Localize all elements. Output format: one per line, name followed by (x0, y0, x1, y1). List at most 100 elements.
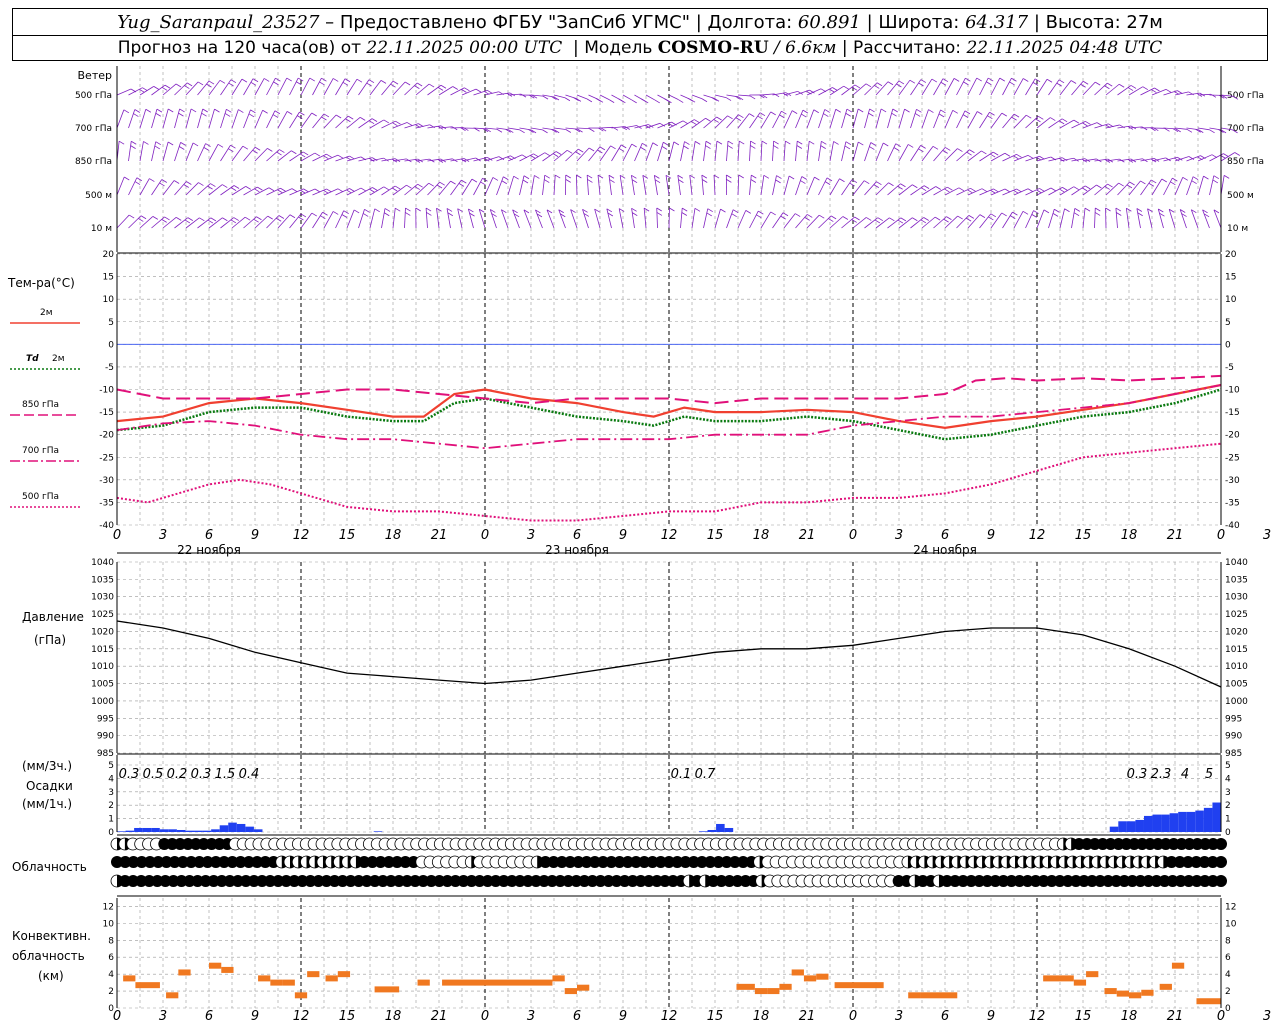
wind-barb-shaft (783, 175, 790, 196)
wind-barb-shaft (116, 176, 125, 196)
y-tick-left: 0 (108, 340, 114, 350)
wind-barb-shaft (1220, 127, 1233, 131)
wind-barb-feather (360, 117, 366, 121)
x-tick-label: 0 (1217, 528, 1225, 543)
wind-barb-feather (785, 140, 791, 145)
wind-barb-feather (677, 174, 684, 179)
wind-barb-shaft (599, 126, 613, 129)
wind-barb-feather (1177, 156, 1183, 161)
wind-barb-shaft (300, 152, 316, 162)
wind-barb-feather (437, 87, 444, 91)
wind-barb-shaft (622, 143, 633, 162)
wind-barb-shaft (668, 94, 679, 100)
wind-barb-feather (222, 184, 228, 188)
wind-barb-feather (452, 86, 458, 90)
precip-total-label: 5 (1205, 767, 1213, 782)
wind-barb-feather (606, 208, 613, 213)
wind-barb-shaft (1163, 177, 1173, 196)
wind-barb-shaft (450, 87, 465, 96)
cloud-full-icon (638, 856, 651, 868)
convective-bar (1116, 990, 1129, 997)
wind-barb-shaft (783, 141, 786, 162)
wind-barb-feather (289, 214, 296, 219)
wind-barb-feather (761, 94, 768, 99)
wind-barb-feather (286, 77, 292, 82)
convective-bar (417, 979, 430, 986)
wind-barb-feather (482, 177, 488, 182)
wind-barb-feather (1179, 209, 1186, 213)
wind-barb-feather (383, 119, 390, 124)
wind-barb-feather (914, 113, 921, 117)
wind-barb-feather (392, 80, 399, 85)
y-tick-right: 1030 (1225, 593, 1248, 603)
wind-barb-feather (1032, 82, 1039, 86)
wind-barb-shaft (415, 158, 430, 162)
y-tick-right: 15 (1225, 273, 1236, 283)
wind-barb-feather (678, 179, 684, 183)
wind-barb-shaft (197, 183, 211, 196)
wind-barb-feather (1141, 126, 1148, 131)
wind-barb-shaft (231, 216, 246, 229)
wind-barb-feather (299, 153, 306, 158)
wind-barb-feather (131, 140, 137, 145)
precip-bar (176, 829, 186, 832)
cloud-full-icon (555, 856, 568, 868)
wind-barb-feather (694, 141, 701, 145)
wind-barb-feather (366, 82, 372, 87)
wind-barb-feather (654, 99, 660, 104)
wind-barb-feather (145, 108, 152, 113)
y-tick-right: 1035 (1225, 575, 1248, 585)
wind-barb-shaft (979, 151, 994, 162)
wind-barb-feather (405, 212, 411, 216)
wind-barb-feather (920, 187, 927, 192)
wind-barb-shaft (967, 77, 978, 96)
wind-barb-shaft (438, 158, 453, 162)
longitude-label: Долгота: (707, 11, 793, 33)
wind-barb-shaft (588, 146, 601, 162)
wind-barb-feather (180, 142, 186, 146)
wind-barb-feather (250, 109, 256, 114)
wind-barb-shaft (128, 87, 143, 96)
wind-barb-feather (501, 180, 508, 185)
convective-bar (294, 992, 308, 999)
wind-barb-shaft (1025, 188, 1040, 196)
wind-barb-feather (1140, 180, 1146, 185)
wind-barb-shaft (530, 175, 535, 196)
wind-barb-feather (594, 208, 600, 213)
wind-barb-shaft (1002, 188, 1017, 196)
pressure-line (116, 620, 1222, 688)
wind-barb-feather (986, 81, 992, 86)
wind-barb-feather (963, 81, 969, 86)
wind-barb-shaft (852, 217, 867, 229)
wind-barb-feather (865, 83, 872, 88)
wind-barb-feather (1011, 116, 1017, 121)
wind-barb-feather (139, 88, 145, 93)
wind-barb-feather (673, 141, 680, 146)
wind-barb-feather (1118, 83, 1125, 88)
wind-barb-shaft (369, 119, 385, 129)
wind-barb-feather (663, 141, 669, 146)
wind-barb-shaft (783, 91, 798, 96)
wind-barb-feather (738, 140, 745, 145)
wind-barb-feather (781, 110, 787, 115)
wind-barb-feather (800, 180, 806, 184)
wind-barb-shaft (1025, 116, 1039, 129)
wind-barb-feather (858, 141, 864, 146)
wind-barb-feather (458, 183, 465, 187)
wind-barb-shaft (956, 110, 966, 129)
wind-barb-shaft (473, 90, 488, 96)
precip-bar (716, 823, 725, 832)
wind-barb-shaft (289, 151, 304, 162)
x-tick-label: 18 (385, 1009, 402, 1024)
convective-x-ticks: 036912151821036912151821036912151821036 (113, 1009, 1271, 1024)
wind-barb-feather (368, 79, 375, 84)
wind-barb-feather (1001, 112, 1008, 117)
t850-line (116, 374, 1222, 405)
wind-barb-shaft (576, 94, 588, 100)
wind-barb-feather (553, 96, 560, 101)
cloud-full-icon (201, 856, 214, 868)
wind-barb-shaft (231, 186, 246, 196)
y-tick-left: 1035 (91, 575, 114, 585)
